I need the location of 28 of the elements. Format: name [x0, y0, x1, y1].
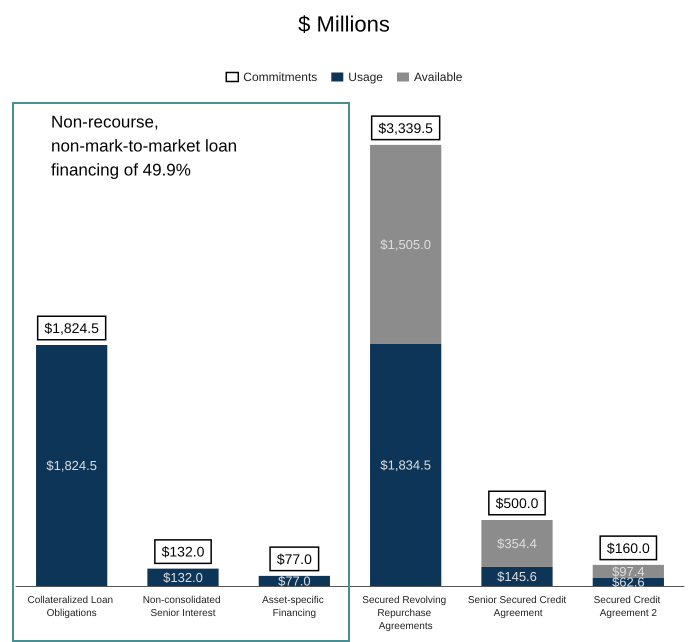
total-label: $3,339.5 [378, 120, 434, 136]
bar [36, 345, 108, 586]
x-tick-label: Asset-specific Financing [262, 595, 327, 619]
legend-label: Commitments [243, 70, 318, 84]
data-label: $1,505.0 [380, 236, 431, 252]
total-label: $500.0 [496, 494, 539, 511]
data-label: $354.4 [497, 536, 537, 551]
data-label: $145.6 [497, 568, 537, 584]
data-label: $1,824.5 [46, 458, 97, 474]
annotation: Non-recourse, non-mark-to-market loan financing of 49.9% [51, 112, 242, 180]
total-label: $132.0 [162, 544, 205, 560]
data-label: $77.0 [278, 573, 311, 588]
x-tick-label: Senior Secured Credit Agreement [468, 595, 566, 619]
bar [370, 344, 442, 586]
data-label: $1,834.5 [380, 457, 431, 472]
x-tick-label: Non-consolidated Senior Interest [142, 595, 224, 619]
bar [481, 520, 553, 567]
legend-label: Available [414, 70, 463, 84]
data-label: $132.0 [163, 570, 203, 585]
bar [370, 144, 442, 344]
total-label: $77.0 [276, 550, 312, 567]
x-tick-label: Collateralized Loan Obligations [27, 595, 116, 619]
legend-label: Usage [348, 70, 384, 84]
x-tick-label: Secured Credit Agreement 2 [594, 595, 664, 619]
chart-title: $ Millions [298, 12, 390, 36]
total-label: $1,824.5 [44, 320, 100, 336]
total-label: $160.0 [606, 540, 650, 556]
x-tick-label: Secured Revolving Repurchase Agreements [362, 595, 450, 632]
